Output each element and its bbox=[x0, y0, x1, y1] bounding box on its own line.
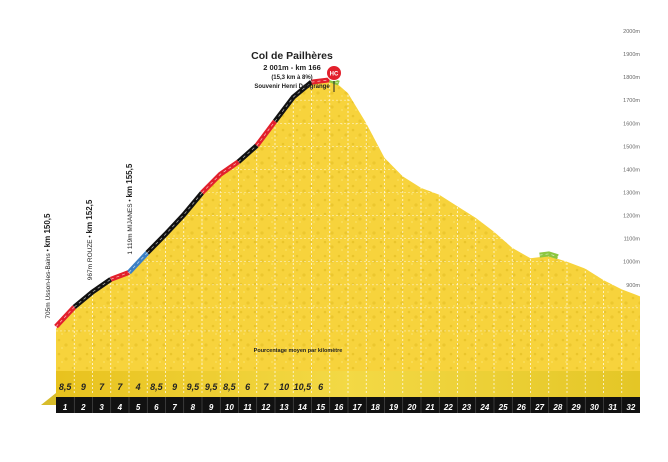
km-marker-label: 8 bbox=[191, 403, 196, 412]
location-altitude: 967m bbox=[87, 262, 94, 280]
gradient-label: 10 bbox=[279, 382, 289, 392]
summit-altitude-km: 2 001m - km 166 bbox=[263, 63, 321, 72]
altitude-tick-label: 900m bbox=[626, 283, 640, 289]
km-marker-label: 11 bbox=[243, 403, 252, 412]
km-markers: 1 2 3 4 5 6 7 8 9 10 11 12 13 14 15 16 17 18 19 20 21 22 23 24 2… bbox=[56, 397, 640, 413]
ridge-segment-red bbox=[311, 77, 331, 85]
gradient-label: 6 bbox=[318, 382, 324, 392]
location-altitude: 705m bbox=[45, 301, 52, 319]
location-name: ROUZE • bbox=[87, 233, 94, 262]
gradient-label: 9,5 bbox=[187, 382, 201, 392]
ridge-segment-dash bbox=[74, 279, 111, 308]
altitude-tick-label: 1500m bbox=[623, 144, 640, 150]
km-marker-label: 2 bbox=[80, 403, 86, 412]
gradient-label: 7 bbox=[99, 382, 105, 392]
gradient-label: 9 bbox=[172, 382, 177, 392]
ridge-segment-dash bbox=[55, 306, 75, 327]
km-marker-label: 18 bbox=[371, 403, 380, 412]
km-marker-label: 27 bbox=[534, 403, 544, 412]
km-marker-label: 7 bbox=[172, 403, 177, 412]
altitude-tick-label: 1900m bbox=[623, 52, 640, 58]
gradient-label: 10,5 bbox=[294, 382, 313, 392]
climb-stats: (15,3 km à 8%) bbox=[271, 75, 312, 81]
gradient-label: 9 bbox=[81, 382, 86, 392]
km-marker-label: 19 bbox=[389, 403, 398, 412]
km-marker-label: 12 bbox=[261, 403, 270, 412]
gradient-label: 7 bbox=[117, 382, 123, 392]
km-marker-label: 24 bbox=[479, 403, 489, 412]
km-marker-label: 21 bbox=[425, 403, 435, 412]
location-km: km 155,5 bbox=[125, 163, 134, 197]
gradient-label: 9,5 bbox=[205, 382, 219, 392]
location-marker: 1 119m MIJANES • km 155,5 bbox=[125, 163, 134, 254]
ridge-segment-dash bbox=[274, 81, 312, 122]
location-marker: 705m Usson-les-Bains • km 150,5 bbox=[43, 213, 52, 319]
location-name: MIJANES • bbox=[127, 198, 134, 232]
location-altitude: 1 119m bbox=[127, 232, 134, 255]
souvenir-label: Souvenir Henri Desgrange bbox=[254, 84, 330, 90]
km-marker-label: 30 bbox=[590, 403, 599, 412]
km-marker-label: 5 bbox=[136, 403, 141, 412]
location-km: km 150,5 bbox=[43, 213, 52, 247]
hc-badge bbox=[326, 65, 342, 81]
summit-annotation: Col de Pailhères 2 001m - km 166 (15,3 k… bbox=[251, 50, 342, 92]
km-marker-label: 1 bbox=[63, 403, 68, 412]
km-marker-label: 14 bbox=[298, 403, 307, 412]
altitude-tick-label: 1800m bbox=[623, 75, 640, 81]
altitude-tick-label: 1100m bbox=[624, 237, 641, 243]
altitude-tick-label: 1300m bbox=[623, 191, 640, 197]
altitude-tick-label: 1400m bbox=[623, 167, 640, 173]
hc-badge-label: HC bbox=[330, 72, 339, 78]
ridge-segment-dash bbox=[201, 161, 239, 194]
altitude-tick-label: 2000m bbox=[623, 29, 640, 35]
km-marker-label: 25 bbox=[498, 403, 508, 412]
gradient-label: 4 bbox=[135, 382, 141, 392]
ridge-segment-red bbox=[109, 270, 130, 282]
gradient-label: 8,5 bbox=[223, 382, 237, 392]
km-marker-label: 4 bbox=[117, 403, 123, 412]
location-km: km 152,5 bbox=[85, 199, 94, 233]
ridge-segment-dash bbox=[238, 145, 258, 162]
location-markers: 705m Usson-les-Bains • km 150,5 967m ROUZ… bbox=[43, 163, 134, 318]
ridge-segment-dash bbox=[128, 252, 148, 273]
gradient-label: 8,5 bbox=[150, 382, 164, 392]
km-marker-label: 22 bbox=[443, 403, 453, 412]
gradient-label: 8,5 bbox=[59, 382, 73, 392]
km-marker-label: 28 bbox=[552, 403, 562, 412]
gradient-labels: 8,5 9 7 7 4 8,5 9 9,5 9,5 8,5 6 7 10 10,5 6 bbox=[59, 382, 324, 392]
km-marker-label: 16 bbox=[334, 403, 343, 412]
chart-title: Col de Pailhères bbox=[251, 50, 333, 62]
gradient-ridge bbox=[54, 77, 559, 329]
ridge-segment-dash bbox=[147, 192, 203, 254]
km-marker-label: 10 bbox=[225, 403, 234, 412]
km-marker-label: 3 bbox=[99, 403, 104, 412]
km-marker-label: 13 bbox=[280, 403, 289, 412]
km-marker-label: 17 bbox=[353, 403, 362, 412]
ridge-segment-green bbox=[539, 251, 559, 260]
gradient-label: 7 bbox=[263, 382, 269, 392]
ridge-segment-dash bbox=[256, 121, 276, 146]
km-marker-label: 15 bbox=[316, 403, 325, 412]
gradient-label: 6 bbox=[245, 382, 251, 392]
km-marker-label: 23 bbox=[461, 403, 471, 412]
location-name: Usson-les-Bains • bbox=[45, 247, 52, 300]
km-marker-label: 32 bbox=[626, 403, 635, 412]
altitude-tick-label: 1700m bbox=[623, 98, 640, 104]
altitude-tick-label: 1600m bbox=[623, 121, 640, 127]
km-marker-label: 29 bbox=[571, 403, 581, 412]
location-marker: 967m ROUZE • km 152,5 bbox=[85, 199, 94, 280]
km-marker-label: 9 bbox=[209, 403, 214, 412]
altitude-tick-label: 1000m bbox=[623, 260, 640, 266]
km-marker-label: 26 bbox=[516, 403, 526, 412]
gradient-legend: Pourcentage moyen par kilomètre bbox=[254, 348, 343, 354]
km-marker-label: 31 bbox=[608, 403, 617, 412]
altitude-tick-label: 1200m bbox=[623, 214, 640, 220]
altitude-axis: 700m800m900m1000m1100m1200m1300m1400m150… bbox=[623, 29, 640, 335]
km-marker-label: 20 bbox=[406, 403, 416, 412]
km-marker-label: 6 bbox=[154, 403, 159, 412]
